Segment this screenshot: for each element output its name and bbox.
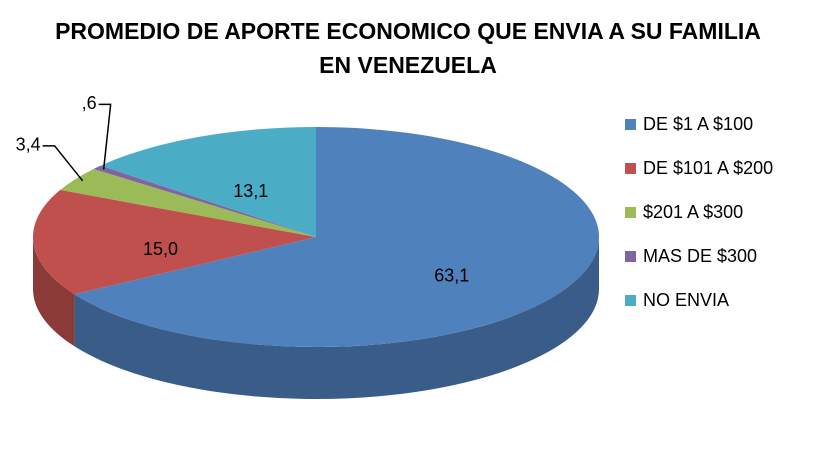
pie-slice xyxy=(100,127,316,237)
pie-side xyxy=(74,237,600,400)
data-label: 3,4 xyxy=(16,135,41,155)
legend-label: MAS DE $300 xyxy=(643,246,757,266)
data-label: 15,0 xyxy=(143,239,178,259)
data-label: ,6 xyxy=(82,93,97,113)
legend-label: DE $1 A $100 xyxy=(643,114,753,134)
legend-swatch xyxy=(625,207,636,218)
legend-label: $201 A $300 xyxy=(643,202,743,222)
leader-line xyxy=(98,103,112,170)
data-label: 63,1 xyxy=(434,265,469,285)
legend-swatch xyxy=(625,251,636,262)
pie-slice xyxy=(33,189,317,295)
legend-swatch xyxy=(625,163,636,174)
legend-label: NO ENVIA xyxy=(643,290,729,310)
leader-line xyxy=(42,145,84,182)
legend-label: DE $101 A $200 xyxy=(643,158,773,178)
data-label: 13,1 xyxy=(233,181,268,201)
pie-side xyxy=(33,237,75,347)
pie-slice xyxy=(93,165,316,237)
legend-swatch xyxy=(625,295,636,306)
legend-swatch xyxy=(625,119,636,130)
pie-slice xyxy=(74,127,600,347)
pie-slice xyxy=(60,168,316,237)
chart-title: PROMEDIO DE APORTE ECONOMICO QUE ENVIA A… xyxy=(55,18,761,78)
